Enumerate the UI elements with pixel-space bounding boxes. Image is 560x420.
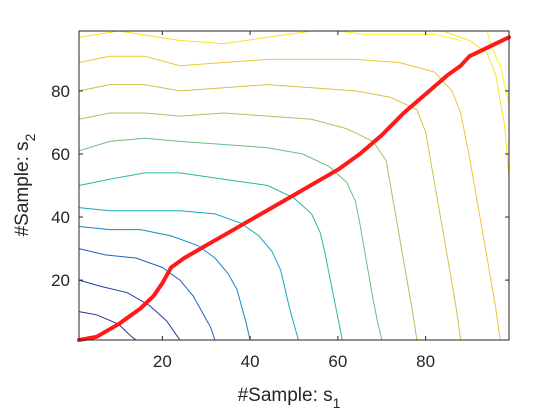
- plot-frame: [78, 30, 510, 341]
- contour-line-2: [78, 279, 181, 341]
- x-tick-label: 40: [241, 352, 260, 371]
- contour-line-3: [78, 248, 216, 341]
- y-tick-label: 80: [51, 82, 70, 101]
- y-axis-label: #Sample: s2: [12, 133, 38, 236]
- x-tick-label: 60: [328, 352, 347, 371]
- x-tick-label: 80: [416, 352, 435, 371]
- contour-line-12: [337, 30, 461, 41]
- contour-line-5: [78, 207, 299, 341]
- x-axis-ticks: 20 40 60 80: [153, 31, 435, 371]
- contour-line-4: [78, 226, 251, 341]
- series-lines: [77, 35, 511, 342]
- y-tick-label: 60: [51, 145, 70, 164]
- contour-line-7: [78, 137, 383, 341]
- contour-line-6: [78, 172, 343, 341]
- contour-line-10: [78, 55, 501, 341]
- y-tick-label: 20: [51, 271, 70, 290]
- contour-line-9: [78, 84, 462, 341]
- series-line-1: [77, 35, 511, 342]
- x-axis-label: #Sample: s1: [238, 385, 341, 411]
- y-tick-label: 40: [51, 208, 70, 227]
- x-tick-label: 20: [153, 352, 172, 371]
- y-axis-ticks: 20 40 60 80: [51, 82, 509, 290]
